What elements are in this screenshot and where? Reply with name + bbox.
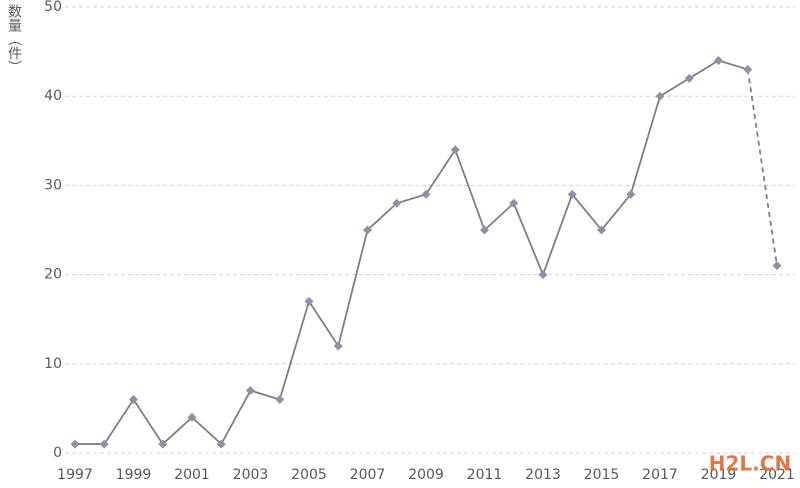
x-tick-label: 2011 (467, 467, 503, 483)
point-marker (772, 261, 782, 271)
x-tick-label: 2009 (408, 467, 444, 483)
x-tick-label: 2017 (642, 467, 678, 483)
point-marker (70, 439, 80, 449)
x-tick-label: 2013 (525, 467, 561, 483)
series-line-dashed (746, 69, 778, 266)
point-marker (567, 189, 577, 199)
x-tick-label: 2007 (350, 467, 386, 483)
point-marker (275, 394, 285, 404)
point-marker (743, 64, 753, 74)
point-marker (333, 341, 343, 351)
point-marker (714, 56, 723, 66)
point-marker (655, 91, 665, 101)
x-tick-label: 2001 (174, 467, 210, 483)
y-tick-label: 0 (53, 445, 62, 461)
y-axis-label: 数量（件） (6, 4, 22, 74)
y-tick-label: 50 (44, 0, 62, 15)
point-marker (509, 198, 519, 208)
watermark: H2L.CN (709, 452, 791, 476)
x-tick-label: 2005 (291, 467, 327, 483)
point-marker (187, 412, 197, 422)
x-tick-label: 1997 (57, 467, 93, 483)
point-marker (450, 145, 460, 155)
y-tick-label: 20 (44, 267, 62, 283)
point-marker (480, 225, 489, 235)
point-marker (129, 394, 138, 404)
x-tick-label: 2021 (759, 467, 795, 483)
point-marker (246, 386, 255, 396)
point-marker (99, 439, 109, 449)
point-marker (304, 296, 314, 306)
x-tick-label: 2003 (233, 467, 269, 483)
point-marker (538, 270, 548, 280)
x-tick-label: 2015 (584, 467, 620, 483)
x-tick-label: 2019 (701, 467, 737, 483)
point-marker (363, 225, 372, 235)
point-marker (684, 73, 694, 83)
x-tick-label: 1999 (116, 467, 152, 483)
y-tick-label: 10 (44, 356, 62, 372)
point-marker (421, 189, 431, 199)
series-line (75, 59, 749, 446)
y-tick-label: 40 (44, 88, 62, 104)
point-marker (626, 189, 636, 199)
point-marker (158, 439, 168, 449)
point-marker (392, 198, 402, 208)
point-marker (597, 225, 606, 235)
y-tick-label: 30 (44, 177, 62, 193)
point-marker (216, 439, 226, 449)
